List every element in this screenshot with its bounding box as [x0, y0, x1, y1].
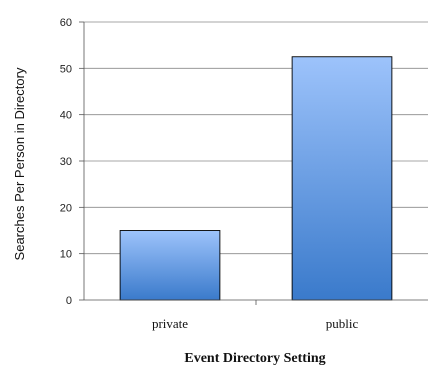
- bar-public: [291, 56, 393, 301]
- x-tick-label-public: public: [326, 316, 359, 331]
- bar-private: [119, 230, 221, 301]
- y-tick-label: 20: [60, 202, 72, 214]
- y-tick-label: 10: [60, 249, 72, 261]
- axes: [83, 22, 428, 305]
- y-tick-label: 40: [60, 110, 72, 122]
- bars: [119, 56, 393, 301]
- y-axis-label: Searches Per Person in Directory: [12, 67, 27, 260]
- x-tick-label-private: private: [152, 316, 188, 331]
- y-tick-label: 50: [60, 63, 72, 75]
- y-tick-label: 30: [60, 156, 72, 168]
- y-tick-label: 60: [60, 17, 72, 29]
- y-tick-label: 0: [66, 295, 72, 307]
- y-tick-labels: 0 10 20 30 40 50 60: [60, 17, 72, 307]
- x-tick-labels: private public: [152, 316, 359, 331]
- x-axis-label: Event Directory Setting: [184, 351, 325, 366]
